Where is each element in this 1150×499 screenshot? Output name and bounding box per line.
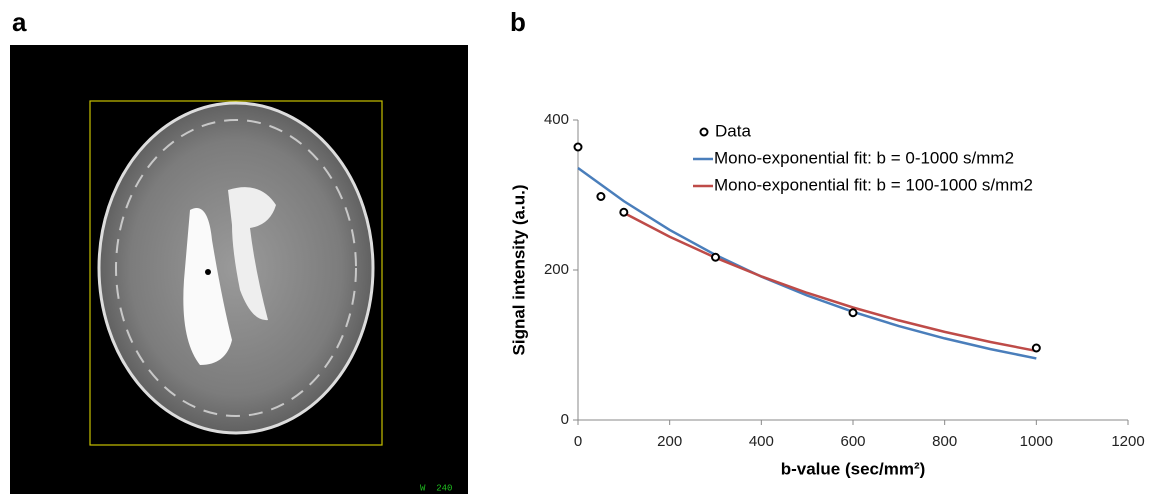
cortex	[115, 119, 357, 417]
x-tick-label: 800	[932, 433, 957, 450]
y-axis-label: Signal intensity (a.u.)	[509, 185, 528, 356]
overlay-text: W 240	[420, 483, 452, 493]
legend-label: Data	[715, 121, 751, 140]
x-tick-label: 400	[749, 433, 774, 450]
data-point	[596, 192, 606, 201]
data-point	[848, 308, 858, 318]
ventricle	[183, 208, 232, 365]
brain	[97, 101, 375, 435]
x-tick-label: 1200	[1111, 433, 1144, 450]
x-axis-label: b-value (sec/mm²)	[781, 459, 926, 478]
legend-label: Mono-exponential fit: b = 0-1000 s/mm2	[714, 148, 1014, 167]
data-point	[1031, 343, 1041, 353]
panel-label: b	[510, 7, 526, 37]
mri-image: W 240	[10, 45, 468, 494]
legend-label: Mono-exponential fit: b = 100-1000 s/mm2	[714, 175, 1033, 194]
x-tick-label: 1000	[1020, 433, 1053, 450]
x-tick-label: 0	[574, 433, 582, 450]
roi-frame	[89, 100, 383, 446]
y-tick-label: 0	[561, 411, 569, 428]
marker	[205, 269, 211, 275]
fit-line	[623, 211, 1037, 353]
data-point	[619, 207, 629, 217]
data-point	[711, 252, 720, 262]
legend-marker	[699, 127, 709, 137]
fit-line	[577, 166, 1037, 360]
panel-label: a	[12, 7, 27, 37]
ventricle	[228, 187, 276, 321]
y-tick-label: 400	[544, 111, 569, 128]
y-tick-label: 200	[544, 261, 569, 278]
data-point	[573, 142, 583, 152]
x-tick-label: 600	[840, 433, 865, 450]
x-tick-label: 200	[657, 433, 682, 450]
